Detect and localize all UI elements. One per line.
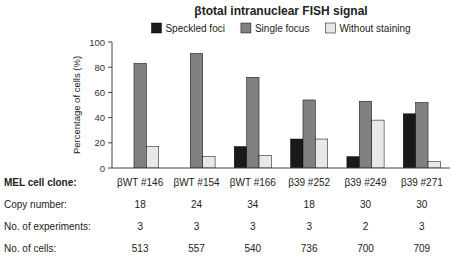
table-row-label: MEL cell clone: [4,177,77,188]
bar [428,162,440,168]
table-cell: 736 [301,243,318,254]
table-row-label: No. of experiments: [4,221,91,232]
table-row-label: Copy number: [4,199,67,210]
table-cell: 18 [135,199,147,210]
bar [303,100,315,168]
table-cell: 709 [413,243,430,254]
category-label: βWT #154 [173,177,220,188]
y-tick-label: 0 [100,163,105,174]
legend-swatch [325,23,335,33]
chart: βtotal intranuclear FISH signal Speckled … [0,0,457,276]
legend-label: Single focus [255,23,309,34]
category-label: β39 #271 [401,177,443,188]
legend-label: Speckled foci [165,23,224,34]
y-tick [108,117,112,118]
table-cell: 557 [188,243,205,254]
y-tick-label: 40 [94,112,105,123]
bar [190,53,202,168]
y-tick [108,168,112,169]
table-cell: 34 [247,199,259,210]
y-tick [108,67,112,68]
category-label: βWT #146 [117,177,164,188]
bar [315,139,327,168]
bar [234,147,246,168]
x-axis-line [112,168,450,169]
legend: Speckled foci Single focus Without stainin… [151,23,410,34]
y-tick-label: 20 [94,137,105,148]
bar [372,120,384,168]
bar [403,114,415,168]
category-label: βWT #166 [230,177,277,188]
table-cell: 3 [419,221,425,232]
y-tick-label: 80 [94,62,105,73]
y-tick [108,92,112,93]
table-cell: 513 [132,243,149,254]
legend-swatch [241,23,251,33]
legend-swatch [151,23,161,33]
table-row-label: No. of cells: [4,243,56,254]
bar [259,155,271,168]
y-tick-label: 60 [94,87,105,98]
table-cell: 3 [306,221,312,232]
table-cell: 30 [360,199,372,210]
table-cell: 30 [416,199,428,210]
bar [146,147,158,168]
bars [134,53,440,168]
table-cell: 540 [244,243,261,254]
bar [359,101,371,168]
bar [347,157,359,168]
table-cell: 18 [304,199,316,210]
table-cell: 2 [363,221,369,232]
title: βtotal intranuclear FISH signal [194,4,367,18]
table-cell: 3 [250,221,256,232]
bar [134,63,146,168]
y-axis-label: Percentage of cells (%) [71,56,82,154]
y-tick [108,42,112,43]
bar [416,102,428,168]
bar [203,157,215,168]
table-cell: 24 [191,199,203,210]
legend-label: Without staining [339,23,410,34]
bar [247,77,259,168]
table-cell: 3 [137,221,143,232]
table-cell: 700 [357,243,374,254]
y-tick [108,142,112,143]
y-tick-label: 100 [89,37,105,48]
category-label: β39 #249 [345,177,387,188]
bar [291,139,303,168]
y-axis-line [112,42,113,168]
category-label: β39 #252 [288,177,330,188]
table-cell: 3 [194,221,200,232]
